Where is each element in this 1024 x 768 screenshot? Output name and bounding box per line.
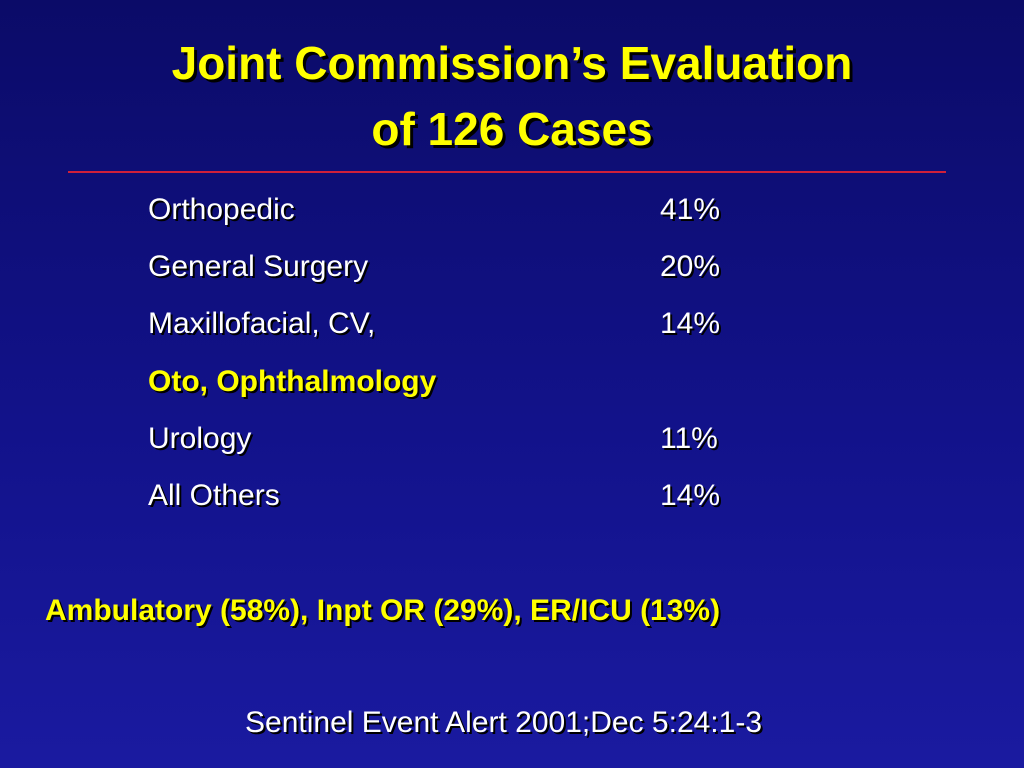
title-line: of 126 Cases bbox=[371, 103, 653, 155]
title-line: Joint Commission’s Evaluation bbox=[171, 37, 853, 89]
divider bbox=[68, 171, 946, 173]
row-label: General Surgery bbox=[148, 250, 369, 284]
summary: Ambulatory (58%), Inpt OR (29%), ER/ICU … bbox=[45, 594, 721, 627]
row-label: All Others bbox=[148, 479, 280, 512]
row-value: 11% bbox=[660, 421, 718, 455]
row-label: Urology bbox=[148, 421, 252, 455]
row-label: Maxillofacial, CV, bbox=[148, 307, 376, 341]
row-value: 14% bbox=[660, 479, 721, 512]
row-value: 14% bbox=[660, 307, 721, 341]
row-value: 20% bbox=[660, 250, 721, 284]
row-label: Orthopedic bbox=[148, 193, 295, 226]
row-value: 41% bbox=[660, 193, 721, 226]
row-label: Oto, Ophthalmology bbox=[148, 364, 437, 398]
source: Sentinel Event Alert 2001;Dec 5:24:1-3 bbox=[245, 706, 763, 739]
